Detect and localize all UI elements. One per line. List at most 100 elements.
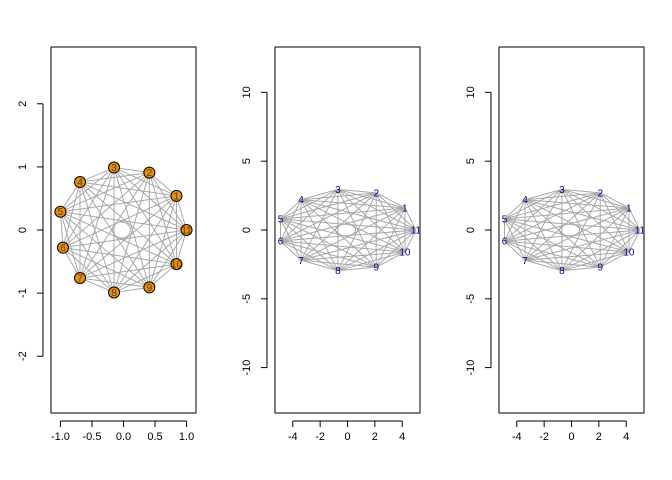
network-edge bbox=[60, 211, 187, 231]
network-edge bbox=[148, 172, 187, 231]
network-edge bbox=[79, 181, 187, 231]
network-edge bbox=[300, 259, 377, 268]
network-node bbox=[180, 224, 193, 236]
network-edge bbox=[375, 192, 406, 209]
self-loop bbox=[112, 221, 131, 239]
y-tick-label: 0 bbox=[17, 227, 29, 233]
node-label: 8 bbox=[111, 288, 117, 299]
network-node bbox=[108, 161, 121, 174]
self-loop bbox=[559, 223, 580, 237]
network-edge bbox=[113, 167, 150, 288]
network-edge bbox=[79, 263, 177, 279]
network-edge bbox=[79, 167, 115, 279]
network-node bbox=[108, 286, 121, 299]
node-label: 11 bbox=[635, 226, 646, 237]
network-edge bbox=[524, 259, 563, 272]
network-edge bbox=[59, 211, 81, 279]
network-edge bbox=[504, 218, 526, 261]
node-label: 7 bbox=[77, 273, 83, 284]
y-tick-label: 0 bbox=[465, 227, 477, 233]
x-tick-label: 0 bbox=[568, 431, 574, 443]
network-edge bbox=[504, 199, 526, 242]
network-edge bbox=[504, 240, 526, 261]
node-label: 3 bbox=[335, 185, 341, 196]
network-edge bbox=[504, 240, 563, 272]
x-tick-label: 0.5 bbox=[147, 431, 162, 443]
network-edge bbox=[62, 247, 150, 288]
node-label: 5 bbox=[278, 214, 284, 225]
network-node bbox=[56, 241, 69, 254]
y-tick-label: 0 bbox=[241, 227, 253, 233]
network-edge bbox=[375, 251, 406, 268]
network-edge bbox=[524, 199, 601, 268]
x-tick-label: 2 bbox=[372, 431, 378, 443]
network-edge bbox=[337, 188, 406, 209]
y-tick-label: -5 bbox=[241, 294, 253, 304]
network-node bbox=[74, 176, 86, 189]
network-edge bbox=[280, 240, 405, 253]
node-label: 5 bbox=[502, 214, 508, 225]
network-edge bbox=[62, 247, 177, 265]
network-edge bbox=[113, 167, 177, 197]
network-edge bbox=[300, 251, 405, 261]
node-label: 6 bbox=[278, 237, 284, 248]
network-edge bbox=[504, 218, 601, 268]
network-node bbox=[143, 166, 156, 179]
y-tick-label: -10 bbox=[465, 360, 477, 376]
x-tick-label: 4 bbox=[399, 431, 405, 443]
node-label: 10 bbox=[171, 260, 183, 271]
y-tick-label: -1 bbox=[17, 288, 29, 298]
network-edge bbox=[300, 199, 417, 231]
plot-frame bbox=[498, 46, 645, 414]
network-edge bbox=[62, 167, 115, 248]
network-edge bbox=[337, 188, 417, 231]
network-node bbox=[143, 281, 156, 294]
network-edge bbox=[280, 199, 302, 242]
network-edge bbox=[280, 218, 377, 268]
network-edge bbox=[79, 229, 187, 279]
network-edge bbox=[300, 188, 339, 201]
network-edge bbox=[300, 259, 339, 272]
node-label: 2 bbox=[597, 188, 603, 199]
y-tick-label: -10 bbox=[241, 360, 253, 376]
network-edge bbox=[524, 199, 563, 271]
network-edge bbox=[375, 192, 417, 231]
plot-frame bbox=[50, 46, 197, 414]
network-edge bbox=[280, 240, 339, 272]
network-edge bbox=[524, 199, 641, 231]
network-edge bbox=[280, 218, 302, 261]
y-tick-label: 5 bbox=[465, 158, 477, 164]
x-tick-label: -2 bbox=[539, 431, 549, 443]
y-tick-label: 10 bbox=[241, 86, 253, 98]
network-edge bbox=[524, 259, 601, 268]
panel-1: -1.0 -0.5 0.0 0.5 1.0 -2 -1 0 1 2 1 2 3 4 5 6 7 8 9 10 11 bbox=[17, 46, 197, 443]
network-edge bbox=[628, 207, 641, 231]
network-edge bbox=[504, 192, 601, 220]
network-edge bbox=[60, 167, 115, 213]
y-tick-label: -5 bbox=[465, 294, 477, 304]
node-label: 6 bbox=[60, 243, 66, 254]
network-edge bbox=[280, 192, 377, 242]
node-label: 4 bbox=[77, 178, 83, 189]
network-edge bbox=[599, 192, 630, 253]
network-edge bbox=[60, 172, 150, 213]
node-label: 10 bbox=[623, 248, 635, 259]
node-label: 1 bbox=[402, 203, 408, 214]
node-label: 6 bbox=[502, 237, 508, 248]
node-label: 8 bbox=[335, 266, 341, 277]
node-label: 3 bbox=[559, 185, 565, 196]
network-edge bbox=[280, 240, 302, 261]
node-label: 1 bbox=[174, 191, 180, 202]
node-label: 11 bbox=[181, 226, 192, 237]
x-tick-label: 0.0 bbox=[116, 431, 131, 443]
network-edge bbox=[337, 266, 377, 272]
network-edge bbox=[79, 172, 150, 183]
network-edge bbox=[280, 218, 339, 271]
network-edge bbox=[599, 229, 641, 268]
network-edge bbox=[504, 240, 629, 253]
node-label: 4 bbox=[298, 195, 304, 206]
network-edge bbox=[62, 181, 81, 248]
y-tick-label: 10 bbox=[465, 86, 477, 98]
network-edge bbox=[113, 167, 187, 231]
